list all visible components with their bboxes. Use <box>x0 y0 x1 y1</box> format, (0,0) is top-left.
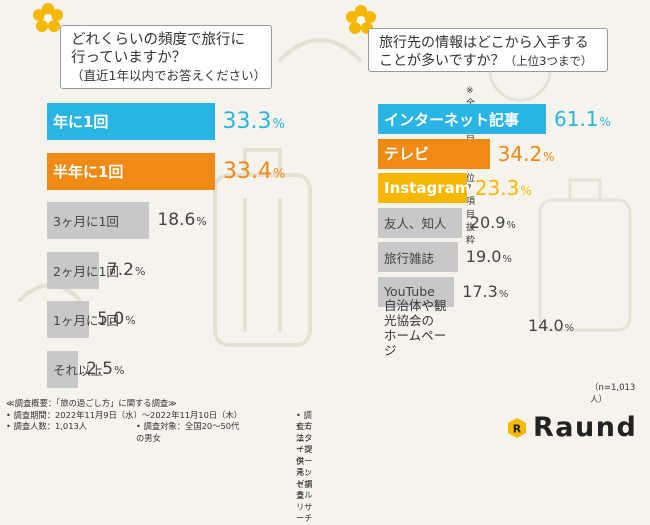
right-category-label: 自治体や観光協会の ホームページ <box>384 298 447 358</box>
left-bar: 3ヶ月に1回 <box>47 202 150 239</box>
right-bar: テレビ <box>378 138 490 169</box>
logo-mark-icon: R <box>508 417 526 438</box>
left-value-unit: % <box>272 117 285 132</box>
left-category-label: 3ヶ月に1回 <box>53 214 119 229</box>
right-category-label-line: ホームページ <box>384 328 447 358</box>
right-category-label: インターネット記事 <box>384 110 520 129</box>
flower-icon <box>33 3 63 32</box>
survey-provider: • モニター提供元：ゼネラルリサーチ <box>296 421 313 523</box>
left-value-label: 33.3% <box>223 109 285 134</box>
right-question-box: 旅行先の情報はどこから入手する ことが多いですか？（上位3つまで） <box>368 28 608 72</box>
left-value-number: 5.0 <box>97 309 125 329</box>
right-value-unit: % <box>599 115 611 129</box>
left-category-label: 半年に1回 <box>53 162 124 181</box>
right-value-label: 20.9% <box>470 213 516 232</box>
left-category-label: 1ヶ月に1回 <box>53 313 119 328</box>
right-value-number: 17.3 <box>462 281 498 301</box>
right-value-number: 14.0 <box>528 316 564 335</box>
right-category-label: 旅行雑誌 <box>384 250 435 266</box>
left-value-unit: % <box>134 264 146 278</box>
right-bar: 旅行雑誌 <box>378 242 458 272</box>
left-bar: 2ヶ月に1回 <box>47 251 119 289</box>
right-value-number: 23.3 <box>474 176 520 200</box>
flower-icon <box>346 5 376 34</box>
right-value-label: 61.1% <box>554 107 611 131</box>
left-question-line1: どれくらいの頻度で旅行に <box>71 32 245 48</box>
left-value-unit: % <box>196 215 207 228</box>
right-value-number: 20.9 <box>469 212 506 232</box>
right-value-unit: % <box>498 288 509 300</box>
left-value-unit: % <box>125 314 136 327</box>
left-bar: 半年に1回 <box>47 152 215 190</box>
right-value-number: 19.0 <box>465 247 502 266</box>
left-value-number: 7.2 <box>106 259 134 280</box>
left-value-label: 2.5% <box>86 359 125 379</box>
survey-overview: ≪調査概要：「旅の過ごし方」に関する調査≫ • 調査期間：2022年11月9日（… <box>6 398 313 523</box>
right-value-label: 23.3% <box>475 176 532 200</box>
right-value-number: 34.2 <box>497 141 543 166</box>
right-value-label: 34.2% <box>498 142 555 166</box>
right-value-unit: % <box>506 219 516 231</box>
right-value-unit: % <box>564 323 575 334</box>
sample-size: （n=1,013人） <box>590 383 636 405</box>
right-value-unit: % <box>502 254 512 265</box>
left-question-box: どれくらいの頻度で旅行に 行っていますか？ （直近1年以内でお答えください） <box>60 25 272 89</box>
left-value-label: 7.2% <box>107 260 146 280</box>
right-bar: インターネット記事 <box>378 104 546 134</box>
survey-title: ≪調査概要：「旅の過ごし方」に関する調査≫ <box>6 398 177 408</box>
left-question-line2: 行っていますか？ <box>71 50 187 66</box>
right-bar: Instagram <box>378 173 471 203</box>
right-value-unit: % <box>543 149 555 164</box>
left-value-label: 18.6% <box>157 210 206 230</box>
right-value-label: 14.0% <box>528 316 574 335</box>
left-value-unit: % <box>114 363 125 377</box>
right-category-label: YouTube <box>384 284 435 299</box>
svg-text:R: R <box>513 422 522 435</box>
left-category-label: 2ヶ月に1回 <box>53 263 119 279</box>
left-category-label: 年に1回 <box>53 113 109 131</box>
survey-period: • 調査期間：2022年11月9日（水）〜2022年11月10日（木） <box>6 409 243 420</box>
right-value-label: 17.3% <box>462 282 508 301</box>
right-bar: 友人、知人 <box>378 207 462 238</box>
right-bar: 自治体や観光協会の ホームページ <box>378 298 447 358</box>
brand-name: Raund <box>533 412 638 443</box>
right-question-line1: 旅行先の情報はどこから入手する <box>379 35 589 51</box>
right-value-number: 61.1 <box>554 107 599 131</box>
right-value-unit: % <box>520 184 532 198</box>
left-value-number: 2.5 <box>86 358 114 379</box>
right-category-label: テレビ <box>384 145 430 163</box>
left-bar: それ以上 <box>47 350 103 388</box>
left-value-number: 33.4 <box>223 158 272 184</box>
left-value-label: 33.4% <box>223 159 285 184</box>
survey-count: • 調査人数：1,013人 <box>6 421 88 431</box>
right-value-label: 19.0% <box>466 247 512 266</box>
background-illustration <box>18 38 632 347</box>
right-question-sub: （上位3つまで） <box>504 54 593 68</box>
left-value-unit: % <box>272 166 286 182</box>
right-category-label-line: 自治体や観光協会の <box>384 298 447 328</box>
left-category-label: それ以上 <box>53 362 104 378</box>
right-category-label: Instagram <box>384 179 471 197</box>
right-bar: YouTube <box>378 276 455 307</box>
left-question-sub: （直近1年以内でお答えください） <box>71 68 267 83</box>
left-bar: 1ヶ月に1回 <box>47 301 119 338</box>
left-value-number: 18.6 <box>157 210 196 230</box>
left-value-label: 5.0% <box>97 309 136 329</box>
survey-target: • 調査対象：全国20〜50代の男女 <box>136 421 240 443</box>
right-question-line2: ことが多いですか？ <box>379 53 505 69</box>
brand-logo: R Raund <box>506 414 637 441</box>
right-category-label: 友人、知人 <box>384 216 447 231</box>
left-value-number: 33.3 <box>222 109 272 134</box>
left-bar: 年に1回 <box>47 103 215 140</box>
